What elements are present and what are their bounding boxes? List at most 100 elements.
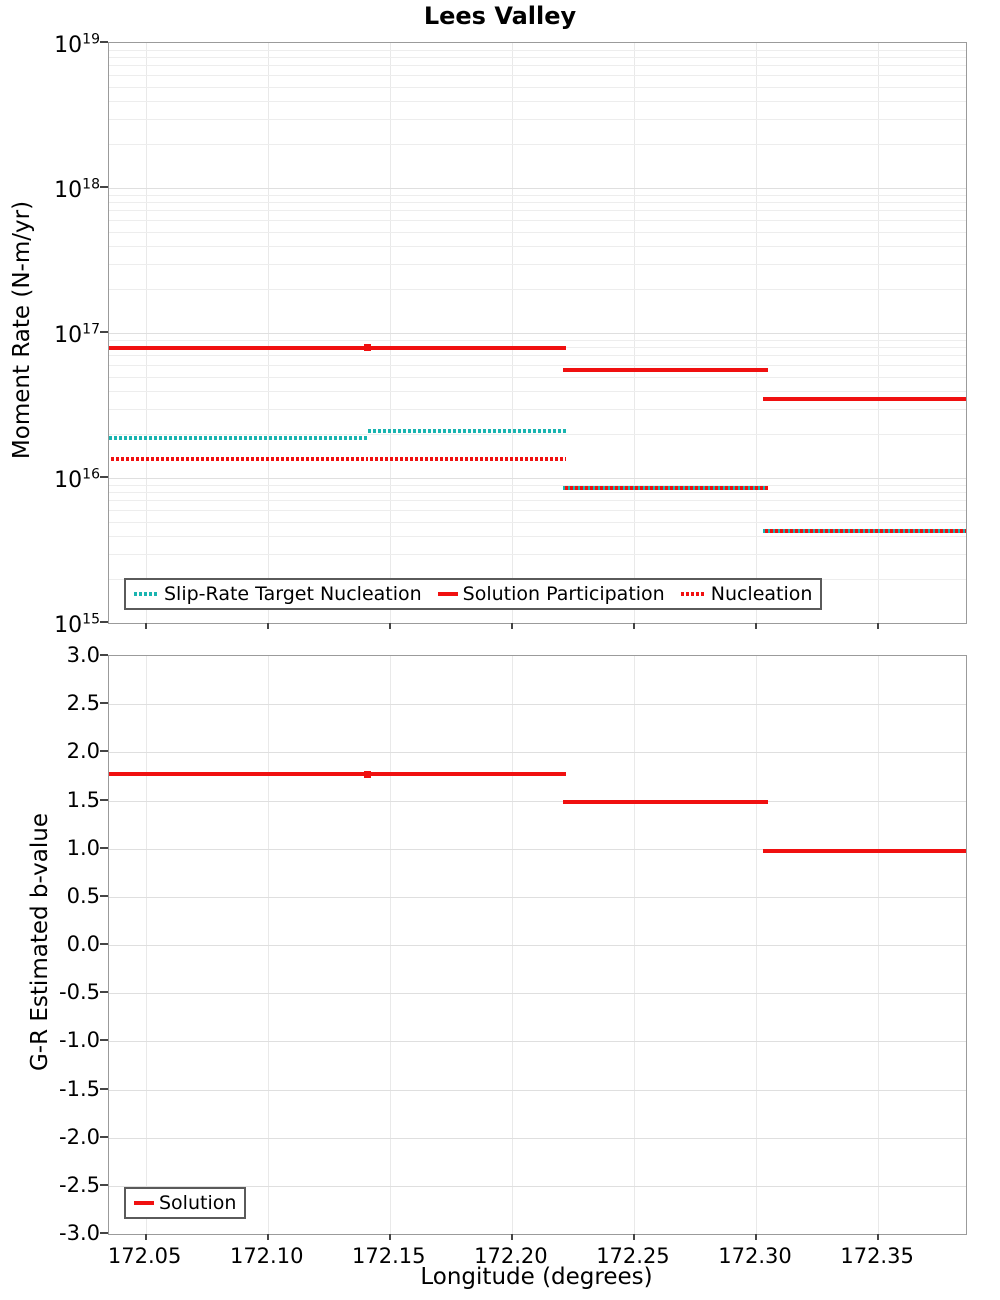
y-tick-mark: [100, 1135, 108, 1138]
gridline-horizontal: [109, 752, 966, 754]
y-tick-label: -3.0: [59, 1221, 100, 1245]
gridline-log-minor: [109, 202, 966, 204]
bottom-chart-plot-area: [108, 655, 967, 1235]
top-chart-legend: Slip-Rate Target Nucleation Solution Part…: [124, 578, 823, 610]
x-tick-label: 172.30: [718, 1244, 792, 1268]
gridline-log-minor: [109, 289, 966, 291]
legend-item: Slip-Rate Target Nucleation: [134, 583, 422, 605]
series-segment-slip-rate-target-nucleation: [109, 435, 368, 440]
gridline-log-minor: [109, 408, 966, 410]
junction-marker: [364, 770, 372, 778]
x-tick-mark: [510, 1234, 513, 1240]
gridline-log-minor: [109, 263, 966, 265]
y-tick-label: 1015: [54, 612, 100, 639]
x-tick-mark: [266, 1234, 269, 1240]
x-tick-mark: [755, 1234, 758, 1240]
series-segment-solution-participation: [563, 367, 769, 372]
legend-item: Nucleation: [680, 583, 813, 605]
gridline-log-minor: [109, 553, 966, 555]
series-segment-solution: [563, 800, 769, 805]
series-segment-nucleation: [109, 457, 368, 462]
legend-label: Solution: [159, 1192, 237, 1214]
series-segment-nucleation: [367, 457, 566, 462]
gridline-horizontal: [109, 848, 966, 850]
x-tick-label: 172.20: [474, 1244, 548, 1268]
y-tick-label: 0.5: [66, 883, 100, 908]
y-tick-mark: [100, 1087, 108, 1090]
gridline-log-minor: [109, 521, 966, 523]
x-tick-mark: [632, 1234, 635, 1240]
gridline-log-minor: [109, 339, 966, 341]
y-tick-label: 1017: [54, 322, 100, 349]
gridline-log-minor: [109, 194, 966, 196]
top-chart-plot-area: [108, 42, 967, 624]
gridline-log-minor: [109, 65, 966, 67]
gridline-horizontal: [109, 800, 966, 802]
legend-label: Nucleation: [710, 583, 813, 605]
legend-swatch-solid-red: [134, 1201, 154, 1205]
x-axis-title: Longitude (degrees): [420, 1264, 653, 1290]
y-tick-mark: [100, 1232, 108, 1234]
legend-label: Slip-Rate Target Nucleation: [164, 583, 422, 605]
y-tick-mark: [100, 186, 108, 188]
series-segment-solution: [109, 772, 368, 777]
x-tick-label: 172.15: [352, 1244, 426, 1268]
y-tick-label: 1.0: [66, 835, 100, 860]
y-tick-mark: [100, 476, 108, 478]
y-tick-label: 0.0: [66, 932, 100, 956]
gridline-log-minor: [109, 510, 966, 512]
gridline-log-minor: [109, 86, 966, 88]
y-tick-label: -2.5: [59, 1172, 100, 1197]
x-tick-label: 172.10: [229, 1244, 304, 1268]
x-tick-mark: [632, 623, 635, 629]
y-tick-mark: [100, 1183, 108, 1186]
gridline-horizontal: [109, 1137, 966, 1139]
gridline-log-minor: [109, 100, 966, 102]
gridline-horizontal: [109, 1041, 966, 1043]
y-tick-mark: [100, 991, 108, 994]
gridline-horizontal: [109, 896, 966, 898]
legend-item: Solution: [134, 1192, 236, 1214]
series-segment-slip-rate-target-nucleation: [367, 429, 566, 434]
y-tick-mark: [100, 1039, 108, 1042]
y-tick-label: 2.5: [66, 691, 100, 716]
x-tick-mark: [388, 623, 391, 629]
gridline-log-minor: [109, 220, 966, 222]
x-tick-label: 172.05: [107, 1244, 182, 1268]
gridline-log-minor: [109, 355, 966, 357]
gridline-log-minor: [109, 500, 966, 502]
y-tick-label: -2.0: [59, 1124, 100, 1149]
gridline-horizontal: [109, 704, 966, 706]
y-tick-mark: [100, 41, 108, 43]
x-tick-mark: [877, 1234, 880, 1240]
gridline-log-minor: [109, 75, 966, 77]
gridline-log-minor: [109, 245, 966, 247]
gridline-log-minor: [109, 484, 966, 486]
x-tick-label: 172.25: [596, 1244, 670, 1268]
gridline-log-minor: [109, 376, 966, 378]
gridline-log-minor: [109, 231, 966, 233]
legend-item: Solution Participation: [437, 583, 665, 605]
gridline-log-minor: [109, 492, 966, 494]
x-tick-label: 172.35: [840, 1244, 914, 1268]
x-tick-mark: [144, 623, 147, 629]
gridline-decade: [109, 478, 966, 479]
y-tick-label: -1.0: [59, 1028, 100, 1053]
y-tick-mark: [100, 846, 108, 849]
chart-title: Lees Valley: [423, 2, 577, 30]
x-tick-mark: [755, 623, 758, 629]
x-tick-mark: [266, 623, 269, 629]
gridline-log-minor: [109, 390, 966, 392]
gridline-log-minor: [109, 118, 966, 120]
series-segment-solution-participation: [763, 397, 966, 402]
x-tick-mark: [144, 1234, 147, 1240]
bottom-chart-legend: Solution: [124, 1187, 247, 1219]
gridline-log-minor: [109, 144, 966, 146]
gridline-log-minor: [109, 49, 966, 51]
series-segment-nucleation: [763, 529, 966, 534]
series-segment-solution: [367, 772, 566, 777]
y-tick-label: 1018: [54, 177, 100, 204]
x-tick-mark: [510, 623, 513, 629]
junction-marker: [364, 344, 372, 352]
